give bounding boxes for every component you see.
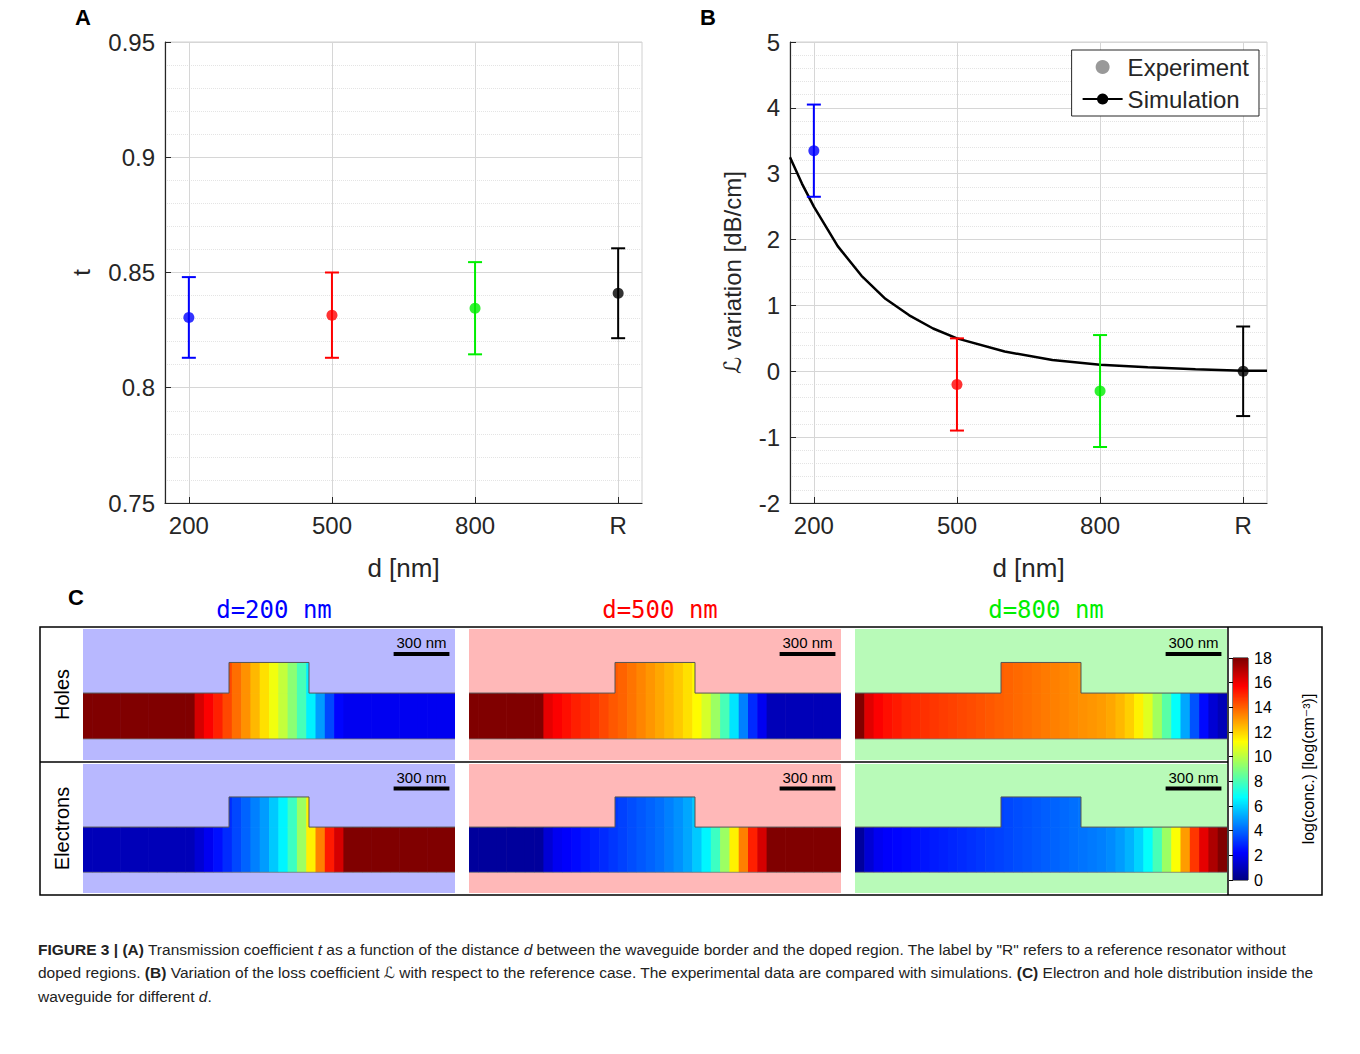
svg-text:200: 200 — [169, 512, 209, 539]
svg-text:300 nm: 300 nm — [782, 634, 832, 651]
svg-text:8: 8 — [1254, 773, 1263, 790]
svg-text:C: C — [68, 585, 84, 610]
svg-text:16: 16 — [1254, 674, 1272, 691]
svg-text:d=500 nm: d=500 nm — [602, 596, 718, 624]
svg-text:R: R — [1234, 512, 1251, 539]
svg-text:6: 6 — [1254, 798, 1263, 815]
svg-text:300 nm: 300 nm — [782, 769, 832, 786]
svg-text:Simulation: Simulation — [1128, 86, 1240, 113]
svg-text:-1: -1 — [759, 424, 780, 451]
svg-text:300 nm: 300 nm — [396, 769, 446, 786]
svg-text:d=200 nm: d=200 nm — [216, 596, 332, 624]
svg-text:0: 0 — [1254, 872, 1263, 889]
svg-text:0.9: 0.9 — [122, 144, 155, 171]
svg-text:Experiment: Experiment — [1128, 54, 1250, 81]
svg-text:d [nm]: d [nm] — [992, 553, 1064, 583]
svg-text:Holes: Holes — [51, 669, 73, 720]
svg-text:0.85: 0.85 — [108, 259, 155, 286]
svg-text:0.95: 0.95 — [108, 29, 155, 56]
svg-text:log(conc.) [log(cm⁻³)]: log(conc.) [log(cm⁻³)] — [1300, 694, 1317, 845]
svg-text:500: 500 — [937, 512, 977, 539]
svg-text:ℒ variation [dB/cm]: ℒ variation [dB/cm] — [719, 171, 746, 374]
svg-text:A: A — [75, 5, 91, 30]
svg-text:1: 1 — [767, 292, 780, 319]
svg-text:d=800 nm: d=800 nm — [988, 596, 1104, 624]
svg-text:300 nm: 300 nm — [1168, 634, 1218, 651]
svg-text:800: 800 — [455, 512, 495, 539]
svg-text:t: t — [68, 269, 95, 276]
svg-text:12: 12 — [1254, 724, 1272, 741]
svg-text:Electrons: Electrons — [51, 787, 73, 870]
svg-text:0: 0 — [767, 358, 780, 385]
svg-text:0.75: 0.75 — [108, 490, 155, 517]
svg-text:4: 4 — [1254, 822, 1263, 839]
svg-text:3: 3 — [767, 160, 780, 187]
svg-text:300 nm: 300 nm — [396, 634, 446, 651]
svg-text:18: 18 — [1254, 650, 1272, 667]
svg-text:500: 500 — [312, 512, 352, 539]
svg-text:R: R — [609, 512, 626, 539]
svg-text:10: 10 — [1254, 748, 1272, 765]
svg-text:800: 800 — [1080, 512, 1120, 539]
svg-text:d [nm]: d [nm] — [367, 553, 439, 583]
svg-text:0.8: 0.8 — [122, 374, 155, 401]
html-text:FIGURE 3 | (A) Transmission co: FIGURE 3 | (A) Transmission coefficient … — [38, 941, 1314, 1005]
svg-text:200: 200 — [794, 512, 834, 539]
svg-text:-2: -2 — [759, 490, 780, 517]
svg-text:14: 14 — [1254, 699, 1272, 716]
svg-text:2: 2 — [767, 226, 780, 253]
svg-text:4: 4 — [767, 94, 780, 121]
svg-text:2: 2 — [1254, 847, 1263, 864]
svg-text:300 nm: 300 nm — [1168, 769, 1218, 786]
svg-text:5: 5 — [767, 29, 780, 56]
svg-text:B: B — [700, 5, 716, 30]
